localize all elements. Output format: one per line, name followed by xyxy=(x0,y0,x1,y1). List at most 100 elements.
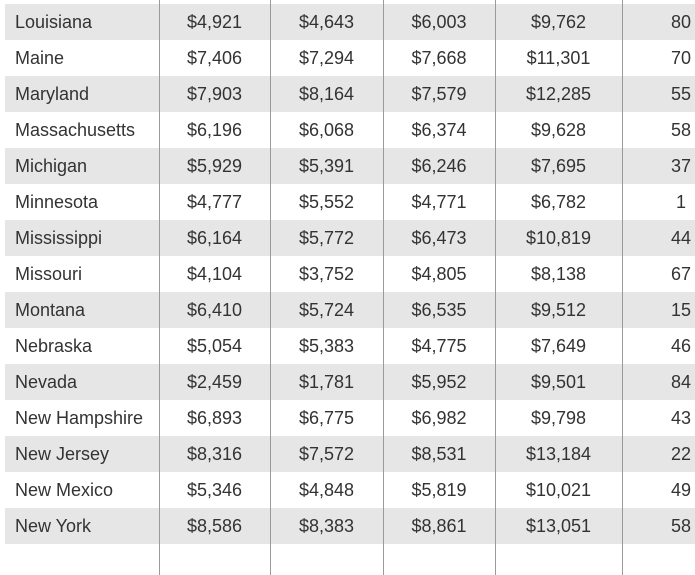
value-cell: 46 xyxy=(670,336,692,356)
state-cell: Michigan xyxy=(5,148,159,184)
value-cell: $6,473 xyxy=(383,220,495,256)
table-row: Maryland $7,903 $8,164 $7,579 $12,285 55 xyxy=(5,76,695,112)
table-row: Maine $7,406 $7,294 $7,668 $11,301 70 xyxy=(5,40,695,76)
value-cell: $7,903 xyxy=(159,76,270,112)
table-row: Nevada $2,459 $1,781 $5,952 $9,501 84 xyxy=(5,364,695,400)
value-cell: $5,819 xyxy=(411,480,467,500)
table-row: New Hampshire $6,893 $6,775 $6,982 $9,798 43 xyxy=(5,400,695,436)
value-cell: 49 xyxy=(670,480,692,500)
value-cell: $8,861 xyxy=(383,508,495,544)
value-cell: $9,501 xyxy=(495,364,622,400)
value-cell: $4,775 xyxy=(411,336,467,356)
table-row: Mississippi $6,164 $5,772 $6,473 $10,819 44 xyxy=(5,220,695,256)
value-cell: $6,893 xyxy=(186,408,243,428)
table-row: Missouri $4,104 $3,752 $4,805 $8,138 67 xyxy=(5,256,695,292)
state-cell: Louisiana xyxy=(5,4,159,40)
table-row: Louisiana $4,921 $4,643 $6,003 $9,762 80 xyxy=(5,4,695,40)
table-row: New Jersey $8,316 $7,572 $8,531 $13,184 22 xyxy=(5,436,695,472)
value-cell: $8,138 xyxy=(530,264,587,284)
column-divider xyxy=(495,0,496,575)
value-cell: 43 xyxy=(670,408,692,428)
value-cell: $2,459 xyxy=(159,364,270,400)
table-row: Minnesota $4,777 $5,552 $4,771 $6,782 1 xyxy=(5,184,695,220)
value-cell: $5,054 xyxy=(186,336,243,356)
state-cell: Maryland xyxy=(5,76,159,112)
value-cell: 58 xyxy=(622,508,695,544)
column-divider xyxy=(159,0,160,575)
state-cell: Missouri xyxy=(15,264,83,284)
value-cell: $4,643 xyxy=(270,4,383,40)
value-cell: 22 xyxy=(622,436,695,472)
value-cell: $1,781 xyxy=(270,364,383,400)
table-row: Michigan $5,929 $5,391 $6,246 $7,695 37 xyxy=(5,148,695,184)
value-cell: $5,772 xyxy=(270,220,383,256)
value-cell: $12,285 xyxy=(495,76,622,112)
table-row: New York $8,586 $8,383 $8,861 $13,051 58 xyxy=(5,508,695,544)
value-cell: 67 xyxy=(670,264,692,284)
value-cell: $9,512 xyxy=(495,292,622,328)
value-cell: $8,586 xyxy=(159,508,270,544)
state-cell: New Jersey xyxy=(5,436,159,472)
value-cell: $6,782 xyxy=(530,192,587,212)
value-cell: $6,982 xyxy=(411,408,467,428)
column-divider xyxy=(270,0,271,575)
value-cell: $6,374 xyxy=(411,120,467,140)
value-cell: $4,805 xyxy=(411,264,467,284)
value-cell: $9,798 xyxy=(530,408,587,428)
value-cell: $5,952 xyxy=(383,364,495,400)
data-table: Louisiana $4,921 $4,643 $6,003 $9,762 80 Maine… xyxy=(5,4,695,544)
state-cell: Maine xyxy=(15,48,65,68)
table-row: Massachusetts $6,196 $6,068 $6,374 $9,628 58 xyxy=(5,112,695,148)
value-cell: $4,771 xyxy=(411,192,467,212)
value-cell: 80 xyxy=(622,4,695,40)
state-cell: Montana xyxy=(5,292,159,328)
value-cell: $4,921 xyxy=(159,4,270,40)
value-cell: 15 xyxy=(622,292,695,328)
value-cell: $11,301 xyxy=(526,48,591,68)
value-cell: $5,346 xyxy=(186,480,243,500)
value-cell: $9,628 xyxy=(530,120,587,140)
value-cell: $8,164 xyxy=(270,76,383,112)
value-cell: $7,579 xyxy=(383,76,495,112)
value-cell: $5,383 xyxy=(298,336,355,356)
state-cell: New York xyxy=(5,508,159,544)
value-cell: $8,316 xyxy=(159,436,270,472)
value-cell: $6,003 xyxy=(383,4,495,40)
value-cell: 37 xyxy=(622,148,695,184)
value-cell: 84 xyxy=(622,364,695,400)
column-divider xyxy=(383,0,384,575)
state-cell: New Mexico xyxy=(15,480,114,500)
value-cell: $9,762 xyxy=(495,4,622,40)
state-cell: Nebraska xyxy=(15,336,93,356)
value-cell: $4,848 xyxy=(298,480,355,500)
value-cell: 1 xyxy=(675,192,686,212)
value-cell: $8,383 xyxy=(270,508,383,544)
value-cell: $7,668 xyxy=(411,48,467,68)
value-cell: $6,410 xyxy=(159,292,270,328)
value-cell: $4,777 xyxy=(186,192,243,212)
value-cell: $7,695 xyxy=(495,148,622,184)
state-cell: Minnesota xyxy=(15,192,99,212)
value-cell: $7,572 xyxy=(270,436,383,472)
value-cell: $10,021 xyxy=(525,480,592,500)
state-cell: Mississippi xyxy=(5,220,159,256)
value-cell: $7,294 xyxy=(298,48,355,68)
state-cell: Nevada xyxy=(5,364,159,400)
table-row: Nebraska $5,054 $5,383 $4,775 $7,649 46 xyxy=(5,328,695,364)
value-cell: 70 xyxy=(670,48,692,68)
value-cell: $5,724 xyxy=(270,292,383,328)
value-cell: $6,246 xyxy=(383,148,495,184)
table-row: New Mexico $5,346 $4,848 $5,819 $10,021 49 xyxy=(5,472,695,508)
value-cell: $6,164 xyxy=(159,220,270,256)
value-cell: $13,051 xyxy=(495,508,622,544)
value-cell: $5,391 xyxy=(270,148,383,184)
value-cell: 44 xyxy=(622,220,695,256)
value-cell: $5,552 xyxy=(298,192,355,212)
value-cell: $6,196 xyxy=(186,120,243,140)
value-cell: $6,068 xyxy=(298,120,355,140)
value-cell: $7,649 xyxy=(530,336,587,356)
table-row: Montana $6,410 $5,724 $6,535 $9,512 15 xyxy=(5,292,695,328)
value-cell: $13,184 xyxy=(495,436,622,472)
value-cell: $8,531 xyxy=(383,436,495,472)
